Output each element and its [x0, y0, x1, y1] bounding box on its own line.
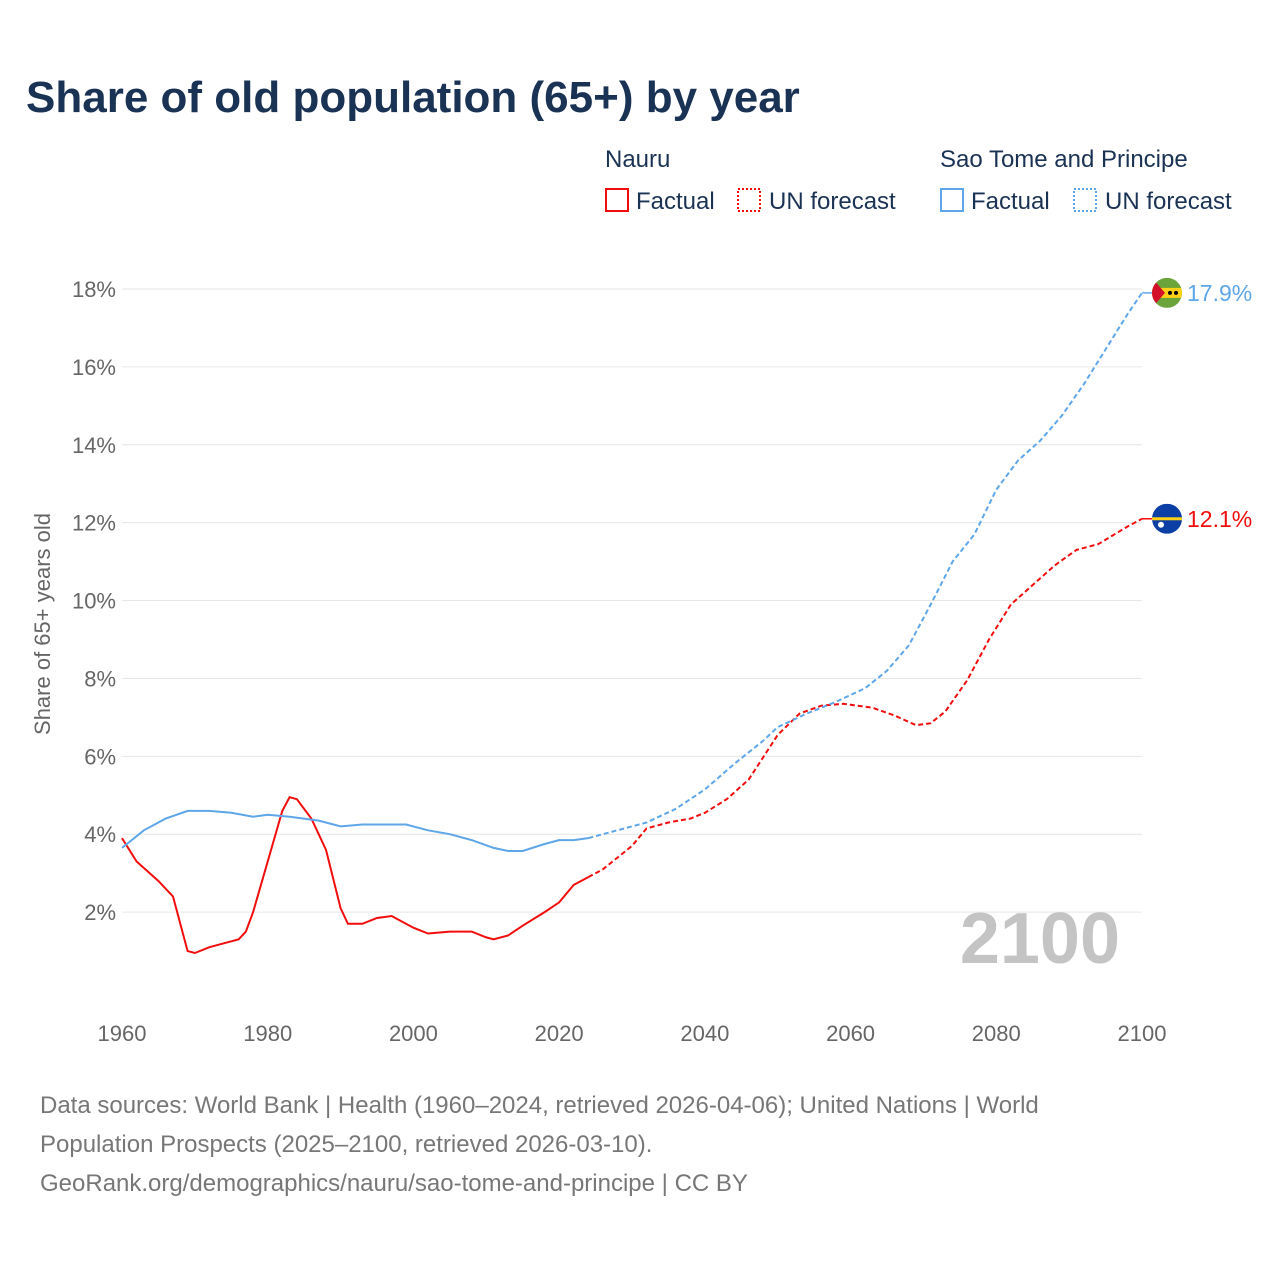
legend-forecast-swatch[interactable] [1073, 188, 1097, 212]
y-tick-label: 16% [72, 355, 116, 380]
sao-tome-factual-line [121, 809, 589, 852]
y-tick-label: 12% [72, 511, 116, 536]
flag-star [1168, 290, 1172, 295]
sao-tome-flag-icon [1152, 277, 1182, 308]
x-tick-label: 2000 [389, 1021, 438, 1046]
y-tick-label: 10% [72, 589, 116, 614]
x-tick-label: 1960 [98, 1021, 147, 1046]
legend-factual-swatch[interactable] [940, 188, 964, 212]
series-lines: 12.1% 17.9% [121, 277, 1252, 955]
footer-sources-line2: Population Prospects (2025–2100, retriev… [40, 1131, 652, 1158]
x-tick-label: 2100 [1118, 1021, 1167, 1046]
nauru-end-label: 12.1% [1187, 506, 1252, 532]
x-tick-label: 2020 [535, 1021, 584, 1046]
flag-stripe [1152, 287, 1182, 298]
y-tick-label: 18% [72, 277, 116, 302]
nauru-forecast-line [587, 517, 1143, 878]
legend-forecast-label[interactable]: UN forecast [1105, 188, 1232, 215]
flag-stripe [1152, 517, 1182, 521]
footer-link[interactable]: GeoRank.org/demographics/nauru/sao-tome-… [40, 1170, 748, 1197]
legend-factual-label[interactable]: Factual [636, 188, 715, 215]
x-tick-label: 2060 [826, 1021, 875, 1046]
y-tick-label: 2% [84, 900, 116, 925]
nauru-factual-line [121, 796, 589, 955]
y-tick-label: 6% [84, 744, 116, 769]
grid [122, 288, 1142, 913]
x-tick-label: 1980 [243, 1021, 292, 1046]
flag-triangle [1152, 277, 1165, 308]
chart-title: Share of old population (65+) by year [26, 73, 800, 122]
legend-group-title: Sao Tome and Principe [940, 146, 1188, 173]
flag-star [1158, 521, 1164, 528]
x-tick-label: 2040 [680, 1021, 729, 1046]
sao-tome-forecast-line [588, 292, 1143, 840]
legend-group-title: Nauru [605, 146, 670, 173]
y-tick-label: 8% [84, 666, 116, 691]
flag-body [1152, 277, 1182, 308]
footer-sources-line1: Data sources: World Bank | Health (1960–… [40, 1092, 1039, 1119]
axes: 2% 4% 6% 8% 10% 12% 14% 16% 18% 1960 1980 2000 2020 2… [72, 277, 1167, 1046]
y-tick-label: 4% [84, 822, 116, 847]
nauru-flag-icon [1152, 503, 1182, 534]
legend-factual-swatch[interactable] [605, 188, 629, 212]
flag-star [1174, 290, 1178, 295]
flag-body [1152, 503, 1182, 534]
y-axis-label: Share of 65+ years old [30, 513, 55, 735]
legend: Nauru Factual UN forecast Sao Tome and Prin… [605, 146, 1232, 215]
legend-factual-label[interactable]: Factual [971, 188, 1050, 215]
legend-forecast-swatch[interactable] [737, 188, 761, 212]
legend-forecast-label[interactable]: UN forecast [769, 188, 896, 215]
y-tick-label: 14% [72, 433, 116, 458]
sao-tome-end-label: 17.9% [1187, 280, 1252, 306]
x-tick-label: 2080 [972, 1021, 1021, 1046]
year-watermark: 2100 [960, 899, 1120, 979]
